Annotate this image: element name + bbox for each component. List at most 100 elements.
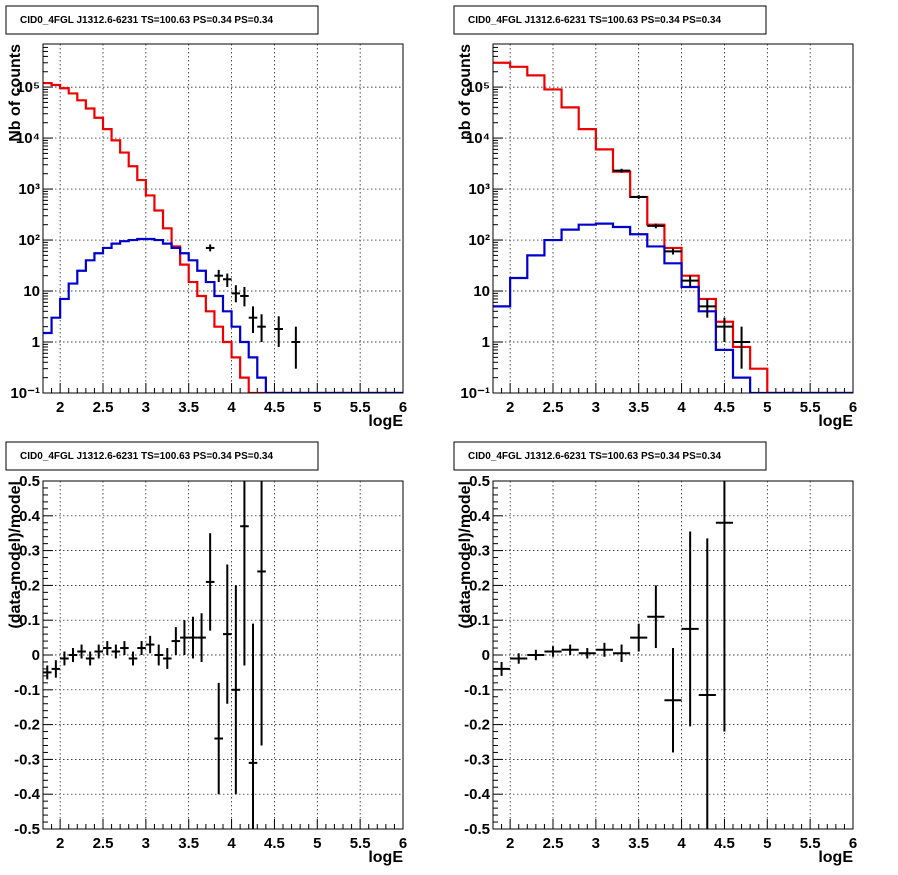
chart-panel-1: CID0_4FGL J1312.6-6231 TS=100.63 PS=0.34…: [5, 5, 407, 430]
data-point: [274, 316, 283, 347]
x-tick-label: 5: [763, 399, 771, 416]
residual-point: [664, 648, 682, 753]
plot-area: [43, 81, 403, 393]
residual-point: [715, 481, 733, 732]
plot-area: [493, 61, 853, 393]
residual-point: [137, 641, 146, 655]
y-tick-label: -0.3: [464, 751, 490, 768]
x-tick-label: 5.5: [800, 835, 821, 852]
y-tick-label: 10⁻¹: [460, 385, 490, 402]
chart-panel-2: CID0_4FGL J1312.6-6231 TS=100.63 PS=0.34…: [453, 5, 857, 430]
data-point: [257, 314, 266, 343]
model-source-histogram: [43, 237, 403, 393]
y-tick-label: 0.5: [19, 473, 40, 490]
data-point: [248, 306, 258, 334]
y-tick-label: 10⁻¹: [10, 385, 40, 402]
residual-point: [578, 648, 596, 659]
x-tick-label: 2.5: [93, 399, 114, 416]
residual-point: [85, 651, 95, 666]
y-tick-label: 0.2: [19, 577, 40, 594]
residual-point: [527, 649, 545, 661]
model-source-histogram: [493, 222, 853, 393]
title-box: [453, 5, 767, 35]
x-tick-label: 5: [313, 399, 321, 416]
plot-area: [43, 481, 266, 829]
residual-point: [60, 651, 69, 666]
residual-point: [544, 646, 562, 657]
y-tick-label: 0.1: [469, 612, 490, 629]
x-tick-label: 5: [763, 835, 771, 852]
x-tick-label: 4: [677, 835, 686, 852]
x-axis-title: logE: [368, 849, 403, 866]
model-total-histogram: [43, 81, 403, 393]
y-tick-label: 10²: [468, 232, 490, 249]
residual-point: [43, 665, 52, 680]
x-tick-label: 3.5: [628, 835, 649, 852]
x-tick-label: 2: [56, 835, 64, 852]
residual-point: [257, 481, 266, 746]
residual-point: [145, 635, 155, 654]
x-tick-label: 3.5: [178, 399, 199, 416]
y-axis-title: Nb of counts: [7, 44, 24, 142]
residual-point: [68, 648, 78, 662]
x-tick-label: 4.5: [714, 399, 735, 416]
x-axis-title: logE: [368, 413, 403, 430]
x-tick-label: 4: [227, 835, 236, 852]
y-tick-label: -0.5: [464, 821, 490, 838]
y-axis-title: (data-model)/model: [457, 481, 474, 629]
data-point: [698, 298, 716, 318]
residual-point: [163, 648, 172, 669]
y-tick-label: 10: [23, 283, 40, 300]
residual-point: [51, 660, 61, 678]
x-tick-label: 4: [227, 399, 236, 416]
y-tick-label: -0.3: [14, 751, 40, 768]
data-point: [231, 285, 241, 303]
y-axis-title: nb of counts: [457, 44, 474, 140]
y-tick-label: 0: [32, 647, 40, 664]
chart-title: CID0_4FGL J1312.6-6231 TS=100.63 PS=0.34…: [468, 15, 721, 26]
x-tick-label: 2.5: [543, 835, 564, 852]
y-tick-label: 10⁴: [466, 130, 490, 147]
y-tick-label: 0.4: [469, 508, 491, 525]
data-point: [291, 326, 301, 369]
residual-point: [231, 585, 241, 795]
title-box: [5, 5, 319, 35]
residual-point: [214, 682, 223, 795]
residual-point: [630, 623, 648, 652]
residual-point: [103, 641, 112, 655]
x-tick-label: 6: [399, 399, 407, 416]
x-tick-label: 3: [592, 399, 600, 416]
y-tick-label: -0.4: [464, 786, 491, 803]
residual-point: [595, 642, 613, 657]
x-axis-title: logE: [818, 413, 853, 430]
y-tick-label: 1: [32, 334, 40, 351]
x-tick-label: 4.5: [264, 399, 285, 416]
y-tick-label: -0.5: [14, 821, 40, 838]
data-point: [214, 269, 223, 283]
residual-point: [223, 564, 232, 704]
x-tick-label: 3: [142, 399, 150, 416]
x-tick-label: 5: [313, 835, 321, 852]
chart-title: CID0_4FGL J1312.6-6231 TS=100.63 PS=0.34…: [20, 451, 273, 462]
x-tick-label: 5.5: [350, 399, 371, 416]
residual-point: [240, 481, 249, 666]
data-point: [733, 326, 751, 369]
x-tick-label: 5.5: [350, 835, 371, 852]
y-tick-label: 0: [482, 647, 490, 664]
plot-area: [493, 481, 733, 829]
y-tick-label: -0.4: [14, 786, 41, 803]
plot-frame: [492, 43, 854, 394]
x-tick-label: 2: [506, 399, 514, 416]
y-tick-label: 10³: [18, 181, 40, 198]
residual-point: [613, 644, 631, 662]
title-box: [453, 441, 767, 471]
x-tick-label: 4.5: [714, 835, 735, 852]
x-tick-label: 6: [849, 399, 857, 416]
data-point: [664, 248, 682, 255]
x-tick-label: 3: [142, 835, 150, 852]
y-tick-label: 10⁵: [466, 79, 490, 96]
y-tick-label: 10: [473, 283, 490, 300]
residual-point: [248, 623, 258, 829]
chart-panel-3: CID0_4FGL J1312.6-6231 TS=100.63 PS=0.34…: [5, 441, 407, 866]
